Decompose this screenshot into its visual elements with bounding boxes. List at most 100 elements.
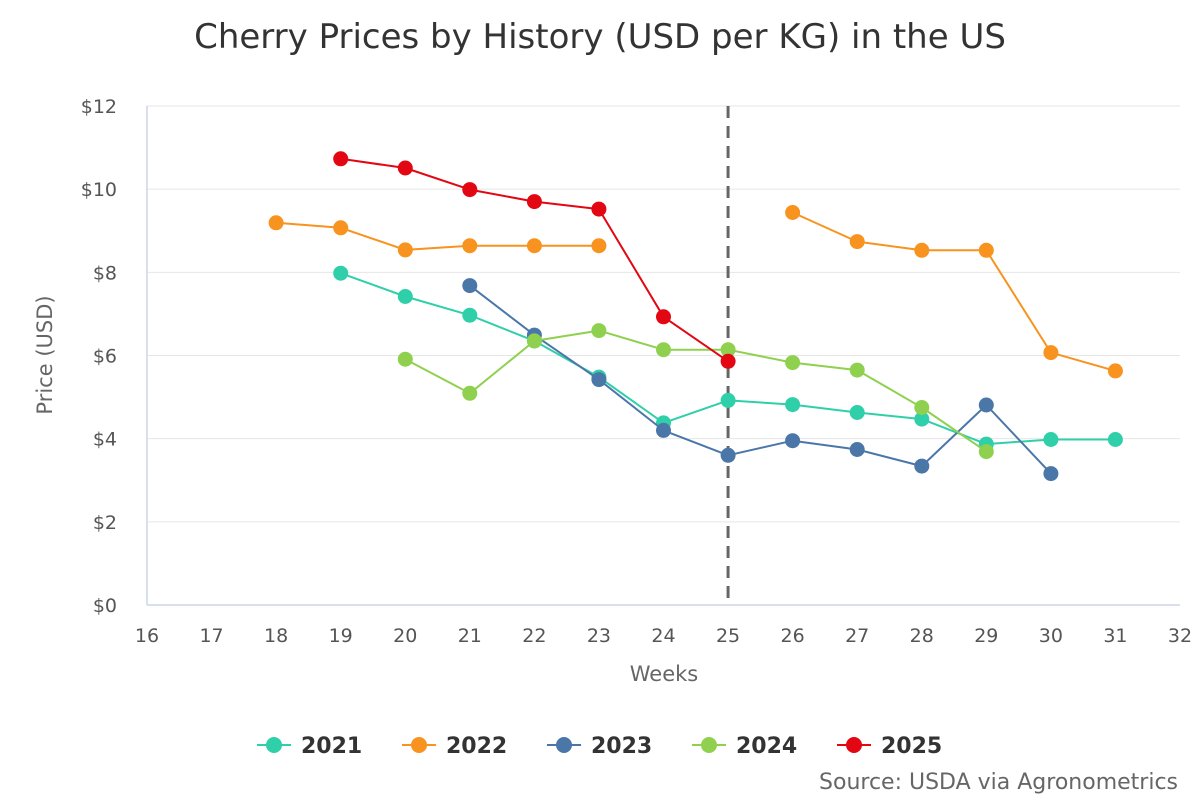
legend-marker-2021 bbox=[266, 737, 282, 753]
data-point-2025[interactable] bbox=[720, 353, 736, 369]
data-point-2021[interactable] bbox=[462, 307, 478, 323]
data-point-2022[interactable] bbox=[785, 205, 801, 220]
legend-label-2024: 2024 bbox=[736, 734, 797, 759]
legend-item-2023[interactable]: 2023 bbox=[547, 734, 652, 759]
y-tick-label: $4 bbox=[93, 429, 117, 451]
chart-title: Cherry Prices by History (USD per KG) in… bbox=[194, 17, 1006, 57]
y-tick-label: $10 bbox=[81, 179, 117, 201]
data-point-2025[interactable] bbox=[591, 201, 607, 217]
data-point-2021[interactable] bbox=[333, 265, 349, 281]
x-axis-title: Weeks bbox=[630, 662, 698, 686]
data-point-2025[interactable] bbox=[333, 151, 349, 167]
data-point-2024[interactable] bbox=[656, 342, 671, 358]
data-point-2024[interactable] bbox=[397, 351, 413, 367]
data-point-2021[interactable] bbox=[397, 289, 413, 304]
x-tick-label: 26 bbox=[781, 625, 805, 647]
data-point-2021[interactable] bbox=[1043, 432, 1059, 447]
legend-item-2024[interactable]: 2024 bbox=[692, 734, 797, 759]
data-point-2023[interactable] bbox=[720, 447, 736, 463]
series-2022 bbox=[268, 205, 1123, 379]
x-tick-label: 25 bbox=[716, 625, 740, 647]
data-point-2024[interactable] bbox=[785, 355, 801, 371]
series-line-2024 bbox=[404, 329, 988, 453]
data-point-2021[interactable] bbox=[785, 397, 801, 413]
data-point-2022[interactable] bbox=[268, 215, 284, 231]
series-2023 bbox=[462, 278, 1059, 482]
x-tick-label: 31 bbox=[1103, 625, 1127, 647]
data-point-2025[interactable] bbox=[656, 309, 671, 325]
y-tick-label: $0 bbox=[93, 595, 117, 617]
series-line-2023 bbox=[468, 284, 1052, 475]
legend-item-2021[interactable]: 2021 bbox=[257, 734, 362, 759]
data-point-2024[interactable] bbox=[462, 385, 478, 401]
data-point-2025[interactable] bbox=[526, 194, 542, 210]
legend-label-2023: 2023 bbox=[591, 734, 652, 759]
data-point-2022[interactable] bbox=[849, 234, 865, 250]
data-point-2023[interactable] bbox=[978, 397, 994, 413]
data-point-2022[interactable] bbox=[462, 238, 478, 254]
data-point-2022[interactable] bbox=[397, 242, 413, 258]
data-point-2024[interactable] bbox=[591, 323, 607, 339]
legend-marker-2022 bbox=[411, 737, 427, 753]
x-tick-label: 22 bbox=[522, 625, 546, 647]
x-tick-label: 16 bbox=[135, 625, 159, 647]
series-2025 bbox=[333, 151, 736, 369]
data-point-2024[interactable] bbox=[978, 444, 994, 460]
data-point-2023[interactable] bbox=[849, 442, 865, 457]
data-point-2022[interactable] bbox=[526, 238, 542, 254]
y-tick-label: $8 bbox=[93, 262, 117, 284]
series-2024 bbox=[397, 323, 994, 460]
data-point-2021[interactable] bbox=[849, 405, 865, 420]
legend-item-2022[interactable]: 2022 bbox=[402, 734, 507, 759]
x-tick-label: 20 bbox=[393, 625, 417, 647]
data-point-2024[interactable] bbox=[914, 400, 930, 415]
data-point-2024[interactable] bbox=[720, 342, 736, 358]
x-tick-label: 29 bbox=[974, 625, 998, 647]
data-point-2022[interactable] bbox=[591, 238, 607, 254]
data-point-2024[interactable] bbox=[849, 362, 865, 378]
data-point-2022[interactable] bbox=[914, 242, 930, 258]
data-point-2022[interactable] bbox=[1107, 363, 1123, 379]
data-point-2021[interactable] bbox=[914, 411, 930, 427]
data-point-2024[interactable] bbox=[526, 333, 542, 349]
data-point-2022[interactable] bbox=[333, 220, 349, 236]
legend-label-2022: 2022 bbox=[446, 734, 507, 759]
x-tick-label: 23 bbox=[587, 625, 611, 647]
y-tick-label: $2 bbox=[93, 512, 117, 534]
data-point-2022[interactable] bbox=[978, 242, 994, 258]
legend-marker-2025 bbox=[846, 737, 862, 753]
data-point-2023[interactable] bbox=[656, 422, 671, 438]
x-tick-label: 21 bbox=[458, 625, 482, 647]
y-axis-title: Price (USD) bbox=[33, 295, 57, 414]
x-tick-label: 32 bbox=[1168, 625, 1192, 647]
x-tick-label: 30 bbox=[1039, 625, 1063, 647]
x-tick-label: 24 bbox=[651, 625, 675, 647]
legend-label-2021: 2021 bbox=[301, 734, 362, 759]
x-tick-label: 19 bbox=[329, 625, 353, 647]
x-tick-label: 28 bbox=[910, 625, 934, 647]
data-point-2021[interactable] bbox=[1107, 432, 1123, 447]
y-tick-label: $6 bbox=[93, 346, 117, 368]
legend-marker-2024 bbox=[701, 737, 717, 753]
data-point-2023[interactable] bbox=[591, 372, 607, 388]
series-line-2022 bbox=[275, 221, 600, 251]
legend: 2021 2022 2023 2024 2025 bbox=[257, 734, 942, 759]
data-point-2025[interactable] bbox=[462, 182, 478, 198]
data-point-2022[interactable] bbox=[1043, 345, 1059, 361]
x-tick-label: 17 bbox=[199, 625, 223, 647]
data-point-2023[interactable] bbox=[785, 433, 801, 449]
data-point-2023[interactable] bbox=[462, 278, 478, 294]
legend-item-2025[interactable]: 2025 bbox=[837, 734, 942, 759]
legend-marker-2023 bbox=[556, 737, 572, 753]
data-point-2025[interactable] bbox=[397, 160, 413, 176]
x-tick-label: 27 bbox=[845, 625, 869, 647]
data-point-2023[interactable] bbox=[914, 458, 930, 474]
series-line-2022 bbox=[791, 211, 1117, 372]
x-tick-label: 18 bbox=[264, 625, 288, 647]
source-note: Source: USDA via Agronometrics bbox=[819, 770, 1178, 795]
data-point-2023[interactable] bbox=[1043, 466, 1059, 482]
y-tick-label: $12 bbox=[81, 96, 117, 118]
data-point-2021[interactable] bbox=[720, 392, 736, 408]
legend-label-2025: 2025 bbox=[881, 734, 942, 759]
